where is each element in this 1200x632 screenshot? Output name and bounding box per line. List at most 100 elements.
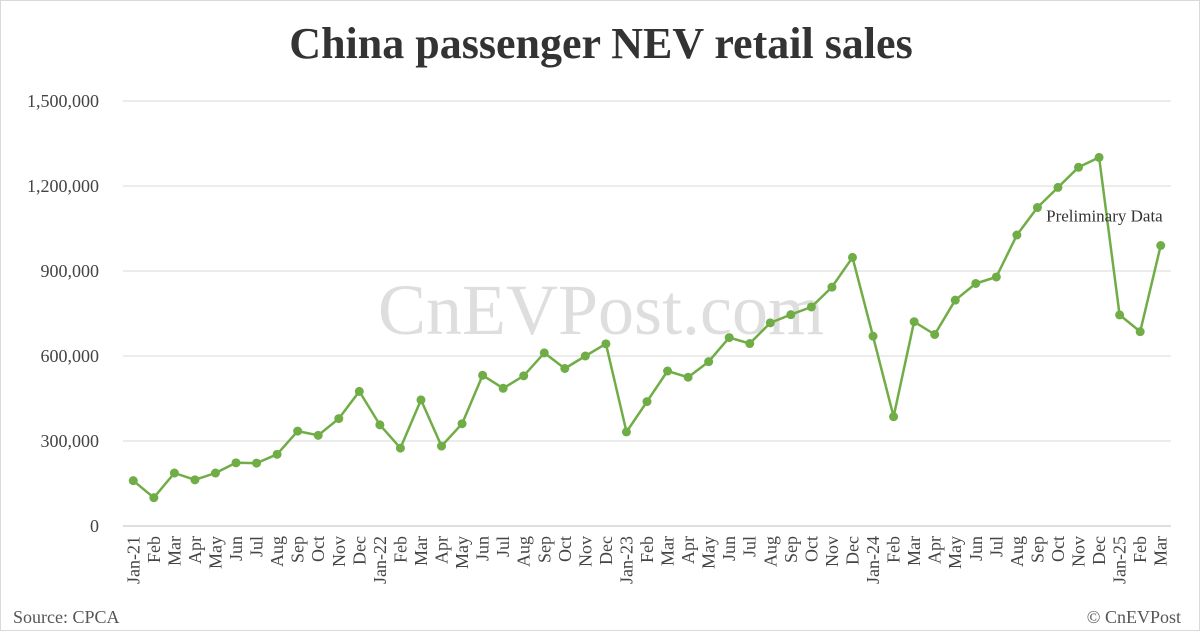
x-tick-label: Jan-22: [370, 536, 390, 584]
data-point: [1032, 203, 1042, 213]
x-tick-label: Apr: [678, 536, 698, 564]
data-point: [868, 331, 878, 341]
data-point: [642, 397, 652, 407]
data-point: [889, 412, 899, 422]
x-tick-label: Apr: [925, 536, 945, 564]
data-point: [334, 414, 344, 424]
annotations: Preliminary Data: [1046, 207, 1163, 226]
y-tick-label: 900,000: [41, 261, 100, 281]
chart-title: China passenger NEV retail sales: [289, 19, 912, 68]
x-tick-label: Nov: [822, 536, 842, 567]
data-point: [1135, 327, 1145, 337]
watermark: CnEVPost.com: [378, 270, 824, 350]
x-tick-label: Nov: [1069, 536, 1089, 567]
data-point: [806, 302, 816, 312]
data-point: [663, 366, 673, 376]
x-tick-label: Jun: [719, 536, 739, 561]
data-point: [1156, 241, 1166, 250]
data-point: [519, 371, 529, 381]
x-tick-label: Jun: [966, 536, 986, 561]
y-tick-label: 0: [90, 516, 99, 536]
x-tick-label: Oct: [555, 536, 575, 562]
data-point: [786, 310, 796, 320]
data-point: [909, 317, 919, 327]
data-point: [539, 348, 549, 358]
x-tick-label: Jan-23: [616, 536, 636, 584]
x-tick-label: Dec: [596, 536, 616, 565]
x-tick-label: Dec: [349, 536, 369, 565]
data-point: [354, 386, 364, 396]
series-sales: [128, 152, 1166, 503]
x-tick-label: May: [452, 536, 472, 569]
x-tick-label: Oct: [308, 536, 328, 562]
data-point: [149, 493, 159, 503]
x-tick-label: Dec: [1089, 536, 1109, 565]
x-tick-label: Aug: [1007, 536, 1027, 567]
x-tick-label: Aug: [760, 536, 780, 567]
data-point: [745, 339, 755, 349]
x-tick-label: Sep: [288, 536, 308, 563]
x-tick-label: Jan-24: [863, 536, 883, 584]
data-point: [1012, 230, 1022, 240]
x-tick-label: Jul: [247, 536, 267, 557]
data-point: [847, 252, 857, 262]
annotation-label: Preliminary Data: [1046, 207, 1163, 226]
x-tick-label: Feb: [884, 536, 904, 563]
data-point: [950, 295, 960, 305]
data-point: [991, 272, 1001, 282]
x-tick-label: Mar: [658, 536, 678, 566]
x-axis-ticks: Jan-21 Feb Mar Apr May Jun Jul Aug Sep Oct Nov Dec J…: [123, 536, 1170, 584]
y-tick-label: 1,500,000: [27, 91, 99, 111]
x-tick-label: Sep: [534, 536, 554, 563]
data-point: [498, 383, 508, 393]
x-tick-label: Nov: [329, 536, 349, 567]
data-point: [560, 363, 570, 373]
x-tick-label: Sep: [1027, 536, 1047, 563]
data-point: [601, 339, 611, 349]
x-tick-label: Aug: [514, 536, 534, 567]
x-tick-label: May: [699, 536, 719, 569]
data-point: [437, 441, 447, 451]
x-tick-label: Feb: [637, 536, 657, 563]
x-tick-label: Nov: [575, 536, 595, 567]
x-tick-label: Apr: [432, 536, 452, 564]
y-tick-label: 600,000: [41, 346, 100, 366]
x-tick-label: Jan-25: [1110, 536, 1130, 584]
x-tick-label: Dec: [842, 536, 862, 565]
data-point: [683, 372, 693, 382]
data-point: [1115, 310, 1125, 320]
x-tick-label: Apr: [185, 536, 205, 564]
x-tick-label: Aug: [267, 536, 287, 567]
data-point: [827, 282, 837, 292]
data-point: [231, 458, 241, 468]
data-point: [765, 318, 775, 328]
x-tick-label: Jun: [226, 536, 246, 561]
x-tick-label: Feb: [390, 536, 410, 563]
data-point: [1053, 182, 1063, 192]
data-point: [724, 333, 734, 343]
x-tick-label: Oct: [1048, 536, 1068, 562]
gridlines: [123, 100, 1171, 527]
x-tick-label: Mar: [164, 536, 184, 566]
y-tick-label: 300,000: [41, 431, 100, 451]
data-point: [971, 278, 981, 288]
x-tick-label: Mar: [1151, 536, 1171, 566]
data-point: [252, 458, 262, 468]
x-tick-label: Feb: [144, 536, 164, 563]
data-point: [416, 395, 426, 405]
x-tick-label: Sep: [781, 536, 801, 563]
x-tick-label: Mar: [904, 536, 924, 566]
y-tick-label: 1,200,000: [27, 176, 99, 196]
y-axis-ticks: 0 300,000 600,000 900,000 1,200,000 1,500,000: [27, 91, 99, 536]
data-point: [190, 475, 200, 485]
data-point: [293, 426, 303, 436]
x-tick-label: Oct: [801, 536, 821, 562]
x-tick-label: Jul: [740, 536, 760, 557]
data-point: [210, 468, 220, 478]
data-point: [704, 357, 714, 367]
data-point: [478, 370, 488, 380]
data-point: [621, 427, 631, 437]
data-point: [395, 443, 405, 453]
